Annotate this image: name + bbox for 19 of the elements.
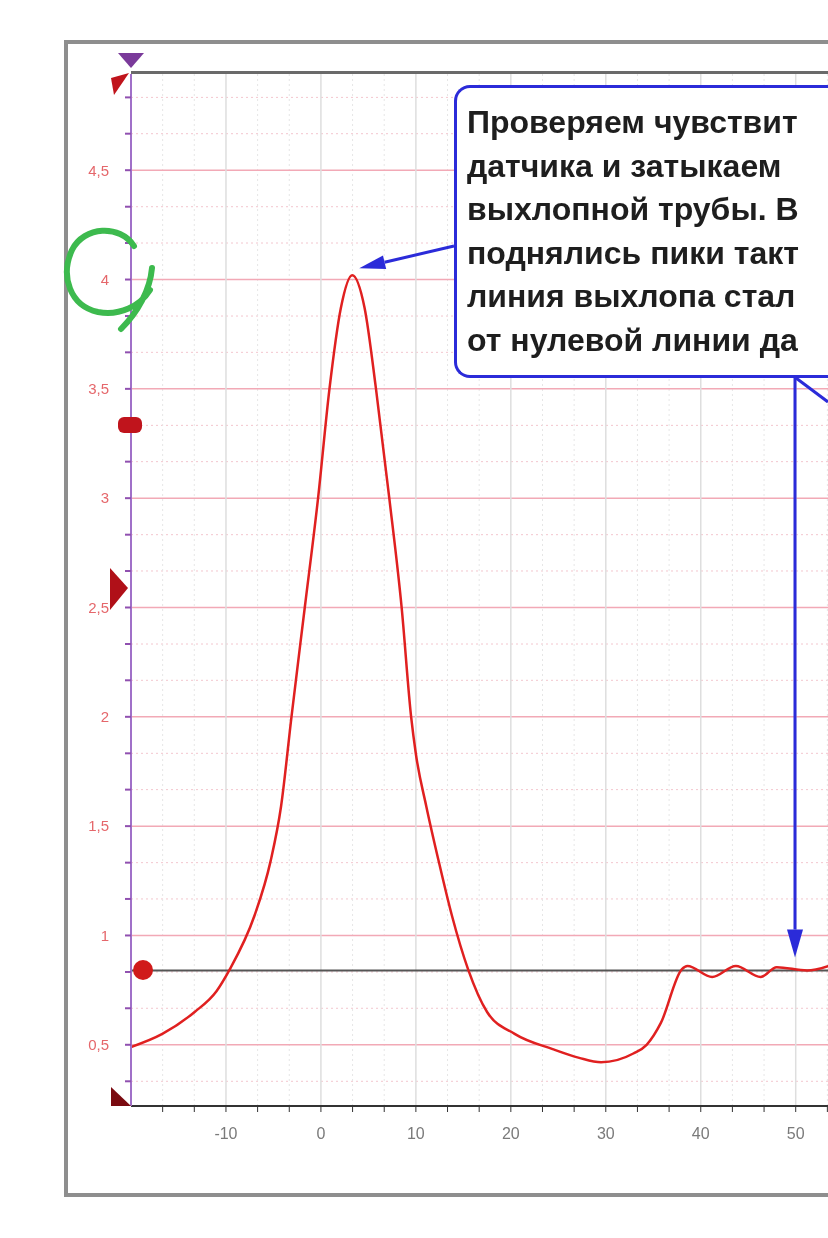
y-tick-label: 2 [100,708,109,726]
y-tick-label: 3 [100,489,109,507]
x-tick-label: -10 [214,1125,238,1143]
y-tick-label: 1 [100,926,109,944]
x-tick-label: 40 [691,1125,710,1143]
y-tick-label: 0,5 [88,1036,109,1054]
x-tick-label: 0 [316,1125,326,1143]
x-tick-label: 50 [786,1125,805,1143]
x-tick-label: 20 [501,1125,520,1143]
y-tick-label: 1,5 [88,817,109,835]
y-tick-label: 4 [100,270,109,288]
annotation: Проверяем чувствит датчика и затыкаем выхлопной трубы. В поднялись пики такт линия выхлопа стал от нулевой линии да [467,103,799,360]
y-tick-label: 4,5 [88,161,109,179]
y-tick-label: 2,5 [88,598,109,616]
y-tick-label: 3,5 [88,380,109,398]
x-tick-label: 10 [406,1125,425,1143]
line-series [131,273,828,1064]
x-tick-label: 30 [596,1125,615,1143]
callout-box: Проверяем чувствит датчика и затыкаем выхлопной трубы. В поднялись пики такт линия выхлопа стал от нулевой линии да [454,85,828,378]
